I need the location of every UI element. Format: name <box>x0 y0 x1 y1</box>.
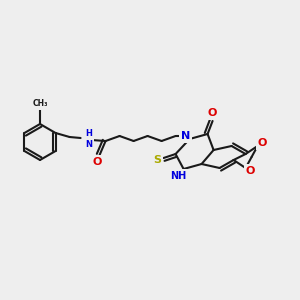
Text: H
N: H N <box>85 129 93 149</box>
Text: O: O <box>208 108 217 118</box>
Text: N: N <box>181 131 190 141</box>
Text: O: O <box>93 157 102 167</box>
Text: S: S <box>154 155 162 165</box>
Text: CH₃: CH₃ <box>32 100 48 109</box>
Text: O: O <box>258 138 267 148</box>
Text: NH: NH <box>170 171 187 181</box>
Text: O: O <box>246 166 255 176</box>
